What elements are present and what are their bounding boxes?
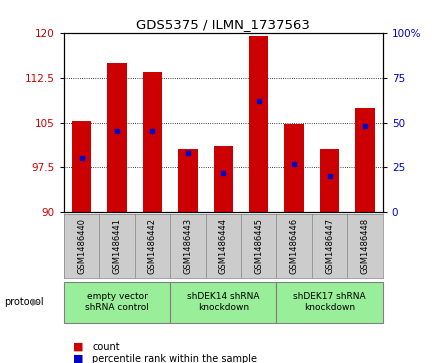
FancyBboxPatch shape (276, 282, 383, 323)
Bar (107, 63, 127, 212)
Bar (249, 36, 268, 212)
Text: GSM1486447: GSM1486447 (325, 218, 334, 274)
Bar (356, 107, 375, 212)
Text: GSM1486441: GSM1486441 (113, 218, 121, 274)
Text: count: count (92, 342, 120, 352)
Text: GSM1486448: GSM1486448 (360, 218, 370, 274)
Text: GSM1486443: GSM1486443 (183, 218, 192, 274)
Bar (72, 121, 91, 212)
Bar (178, 150, 198, 212)
Bar (213, 147, 233, 212)
Text: shDEK17 shRNA
knockdown: shDEK17 shRNA knockdown (293, 293, 366, 312)
Text: protocol: protocol (4, 297, 44, 307)
Text: shDEK14 shRNA
knockdown: shDEK14 shRNA knockdown (187, 293, 260, 312)
Bar (320, 150, 339, 212)
FancyBboxPatch shape (170, 282, 276, 323)
Text: GSM1486440: GSM1486440 (77, 218, 86, 274)
Title: GDS5375 / ILMN_1737563: GDS5375 / ILMN_1737563 (136, 19, 310, 32)
Text: GSM1486445: GSM1486445 (254, 218, 263, 274)
Text: GSM1486444: GSM1486444 (219, 218, 228, 274)
Text: ■: ■ (73, 354, 83, 363)
Text: ▶: ▶ (32, 297, 39, 307)
Bar (284, 124, 304, 212)
Text: ■: ■ (73, 342, 83, 352)
Text: GSM1486442: GSM1486442 (148, 218, 157, 274)
FancyBboxPatch shape (64, 282, 170, 323)
Text: empty vector
shRNA control: empty vector shRNA control (85, 293, 149, 312)
Text: GSM1486446: GSM1486446 (290, 218, 299, 274)
Bar (143, 72, 162, 212)
Text: percentile rank within the sample: percentile rank within the sample (92, 354, 257, 363)
